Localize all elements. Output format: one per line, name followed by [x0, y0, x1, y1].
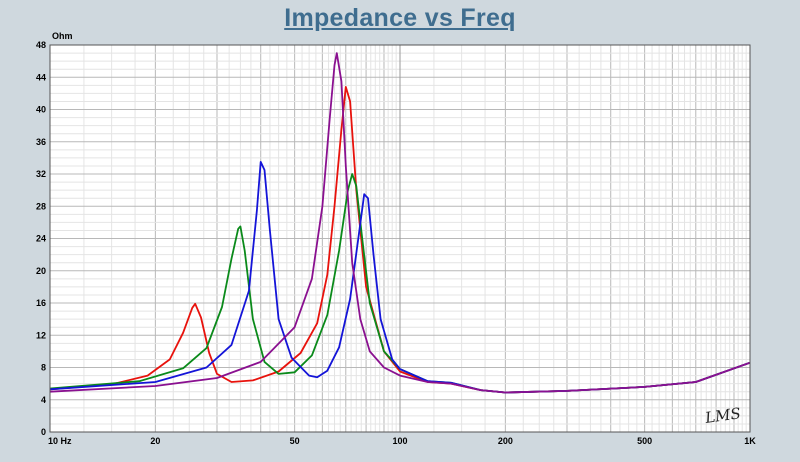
y-tick-label: 20: [36, 266, 46, 276]
y-tick-label: 36: [36, 137, 46, 147]
y-axis-label: Ohm: [52, 31, 73, 41]
chart-title: Impedance vs Freq: [284, 4, 516, 32]
lms-watermark: LMS: [703, 404, 742, 427]
y-tick-label: 0: [41, 427, 46, 437]
x-tick-label: 1K: [744, 436, 756, 446]
y-tick-label: 32: [36, 169, 46, 179]
y-tick-label: 40: [36, 105, 46, 115]
y-tick-label: 48: [36, 40, 46, 50]
x-tick-label: 20: [150, 436, 160, 446]
y-tick-label: 4: [41, 395, 46, 405]
y-tick-label: 8: [41, 363, 46, 373]
plot-border: [49, 44, 751, 433]
series-line-4: [49, 52, 751, 394]
y-tick-label: 28: [36, 201, 46, 211]
x-tick-label: 10 Hz: [48, 436, 72, 446]
x-tick-label: 500: [637, 436, 652, 446]
y-tick-label: 12: [36, 330, 46, 340]
y-tick-label: 16: [36, 298, 46, 308]
x-tick-label: 50: [290, 436, 300, 446]
y-tick-label: 24: [36, 234, 46, 244]
x-tick-label: 200: [498, 436, 513, 446]
x-tick-label: 100: [392, 436, 407, 446]
y-tick-label: 44: [36, 72, 46, 82]
